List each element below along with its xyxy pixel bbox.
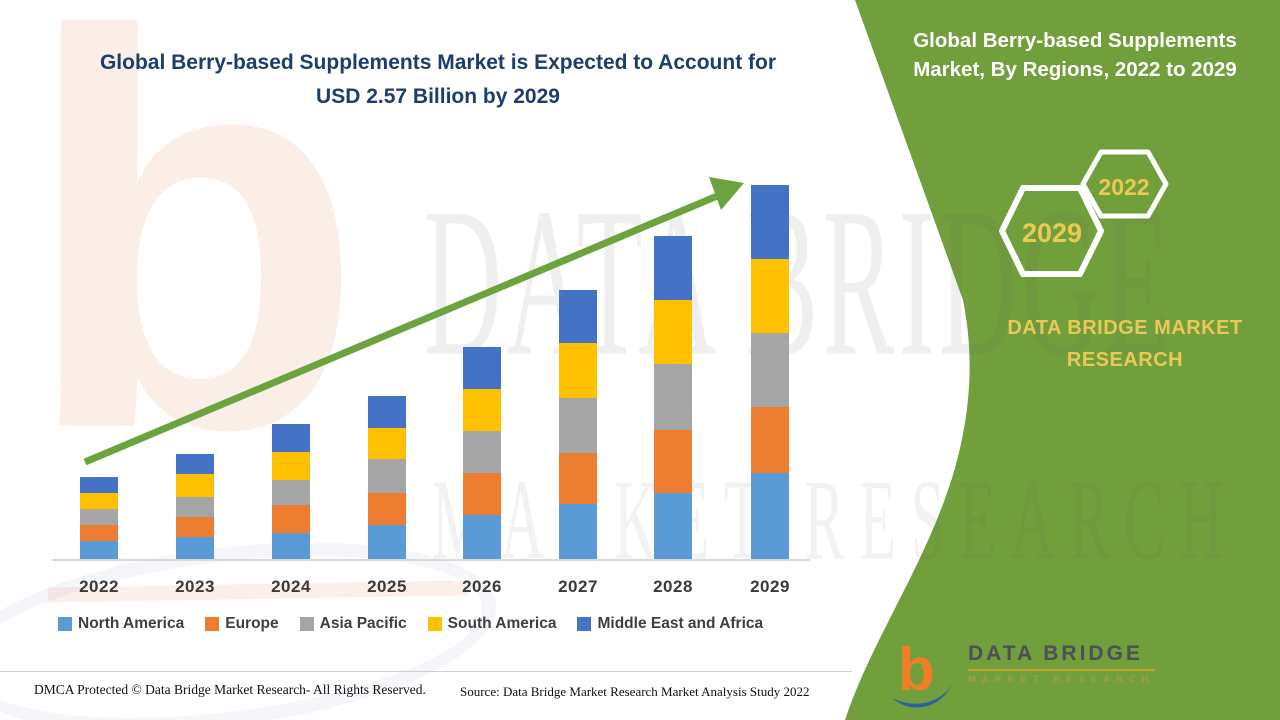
x-axis-label-2024: 2024 — [271, 577, 311, 596]
x-axis-label-2022: 2022 — [79, 577, 119, 596]
brand-name: DATA BRIDGE MARKET RESEARCH — [1007, 317, 1243, 371]
bar-segment-2025-europe — [368, 493, 406, 525]
x-axis-label-2029: 2029 — [750, 577, 790, 596]
databridge-logo-icon: b — [892, 638, 952, 708]
legend-item-north-america: North America — [58, 615, 184, 633]
legend-swatch-north-america — [58, 617, 72, 631]
bar-segment-2029-north-america — [751, 473, 789, 559]
bar-segment-2029-asia-pacific — [751, 333, 789, 407]
x-axis-label-2025: 2025 — [367, 577, 407, 596]
bar-segment-2022-middle-east-and-africa — [80, 477, 118, 493]
logo-text: DATA BRIDGE MARKET RESEARCH — [968, 642, 1155, 685]
legend-label-asia-pacific: Asia Pacific — [319, 615, 407, 632]
bar-segment-2022-asia-pacific — [80, 509, 118, 525]
x-axis-label-2026: 2026 — [462, 577, 502, 596]
legend-swatch-europe — [205, 617, 220, 631]
side-panel-title-line2: Market, By Regions, 2022 to 2029 — [913, 58, 1237, 81]
logo-swoosh — [892, 684, 952, 708]
bar-segment-2029-south-america — [751, 259, 789, 333]
legend-label-north-america: North America — [78, 615, 185, 632]
page-title: Global Berry-based Supplements Market is… — [58, 46, 818, 114]
bar-segment-2029-middle-east-and-africa — [751, 185, 789, 259]
bar-segment-2022-north-america — [80, 541, 118, 559]
hexagon-2022 — [1080, 149, 1169, 219]
hexagon-year-2022: 2022 — [1098, 174, 1149, 200]
x-axis-label-2027: 2027 — [558, 577, 598, 596]
green-panel-shape — [845, 0, 1280, 720]
bar-segment-2023-north-america — [176, 537, 214, 559]
chart-legend: North America Europe Asia Pacific South Ame… — [58, 615, 763, 633]
bar-segment-2029-europe — [751, 407, 789, 473]
hexagon-2029 — [999, 185, 1104, 277]
legend-label-europe: Europe — [225, 615, 279, 632]
databridge-logo: b DATA BRIDGE MARKET RESEARCH — [890, 638, 1155, 712]
bar-segment-2027-north-america — [559, 504, 597, 559]
hexagon-year-2029: 2029 — [1022, 218, 1082, 248]
page-title-line1: Global Berry-based Supplements Market is… — [99, 51, 777, 74]
legend-item-asia-pacific: Asia Pacific — [299, 615, 407, 633]
x-axis-label-2023: 2023 — [175, 577, 215, 596]
bar-segment-2024-asia-pacific — [272, 480, 310, 505]
legend-label-middle-east-and-africa: Middle East and Africa — [597, 615, 764, 632]
legend-swatch-middle-east-and-africa — [577, 617, 592, 631]
bar-segment-2022-europe — [80, 525, 118, 541]
legend-item-middle-east-and-africa: Middle East and Africa — [577, 615, 763, 633]
legend-swatch-south-america — [427, 617, 442, 631]
legend-swatch-asia-pacific — [299, 617, 314, 631]
footer-source-text: Source: Data Bridge Market Research Mark… — [460, 684, 810, 699]
logo-secondary-text: MARKET RESEARCH — [968, 674, 1155, 685]
bar-segment-2024-europe — [272, 505, 310, 533]
footer-dmca-text: DMCA Protected © Data Bridge Market Rese… — [34, 682, 426, 697]
page-title-line2: USD 2.57 Billion by 2029 — [316, 85, 560, 108]
bar-segment-2026-north-america — [463, 515, 501, 559]
legend-item-europe: Europe — [205, 615, 279, 633]
bar-segment-2025-north-america — [368, 525, 406, 559]
x-axis-label-2028: 2028 — [653, 577, 693, 596]
logo-b-glyph: b — [898, 638, 935, 703]
footer-divider — [0, 671, 852, 672]
side-panel-title-line1: Global Berry-based Supplements — [913, 29, 1237, 52]
x-axis-line — [52, 559, 810, 561]
bar-segment-2023-europe — [176, 517, 214, 537]
side-panel-title: Global Berry-based Supplements Market, B… — [878, 26, 1272, 84]
legend-label-south-america: South America — [447, 615, 557, 632]
bar-segment-2023-asia-pacific — [176, 497, 214, 517]
bar-segment-2024-north-america — [272, 533, 310, 559]
legend-item-south-america: South America — [427, 615, 557, 633]
bar-segment-2023-south-america — [176, 474, 214, 497]
logo-primary-text: DATA BRIDGE — [968, 642, 1155, 671]
bar-segment-2022-south-america — [80, 493, 118, 509]
bar-segment-2028-north-america — [654, 493, 692, 559]
bar-segment-2026-europe — [463, 473, 501, 515]
